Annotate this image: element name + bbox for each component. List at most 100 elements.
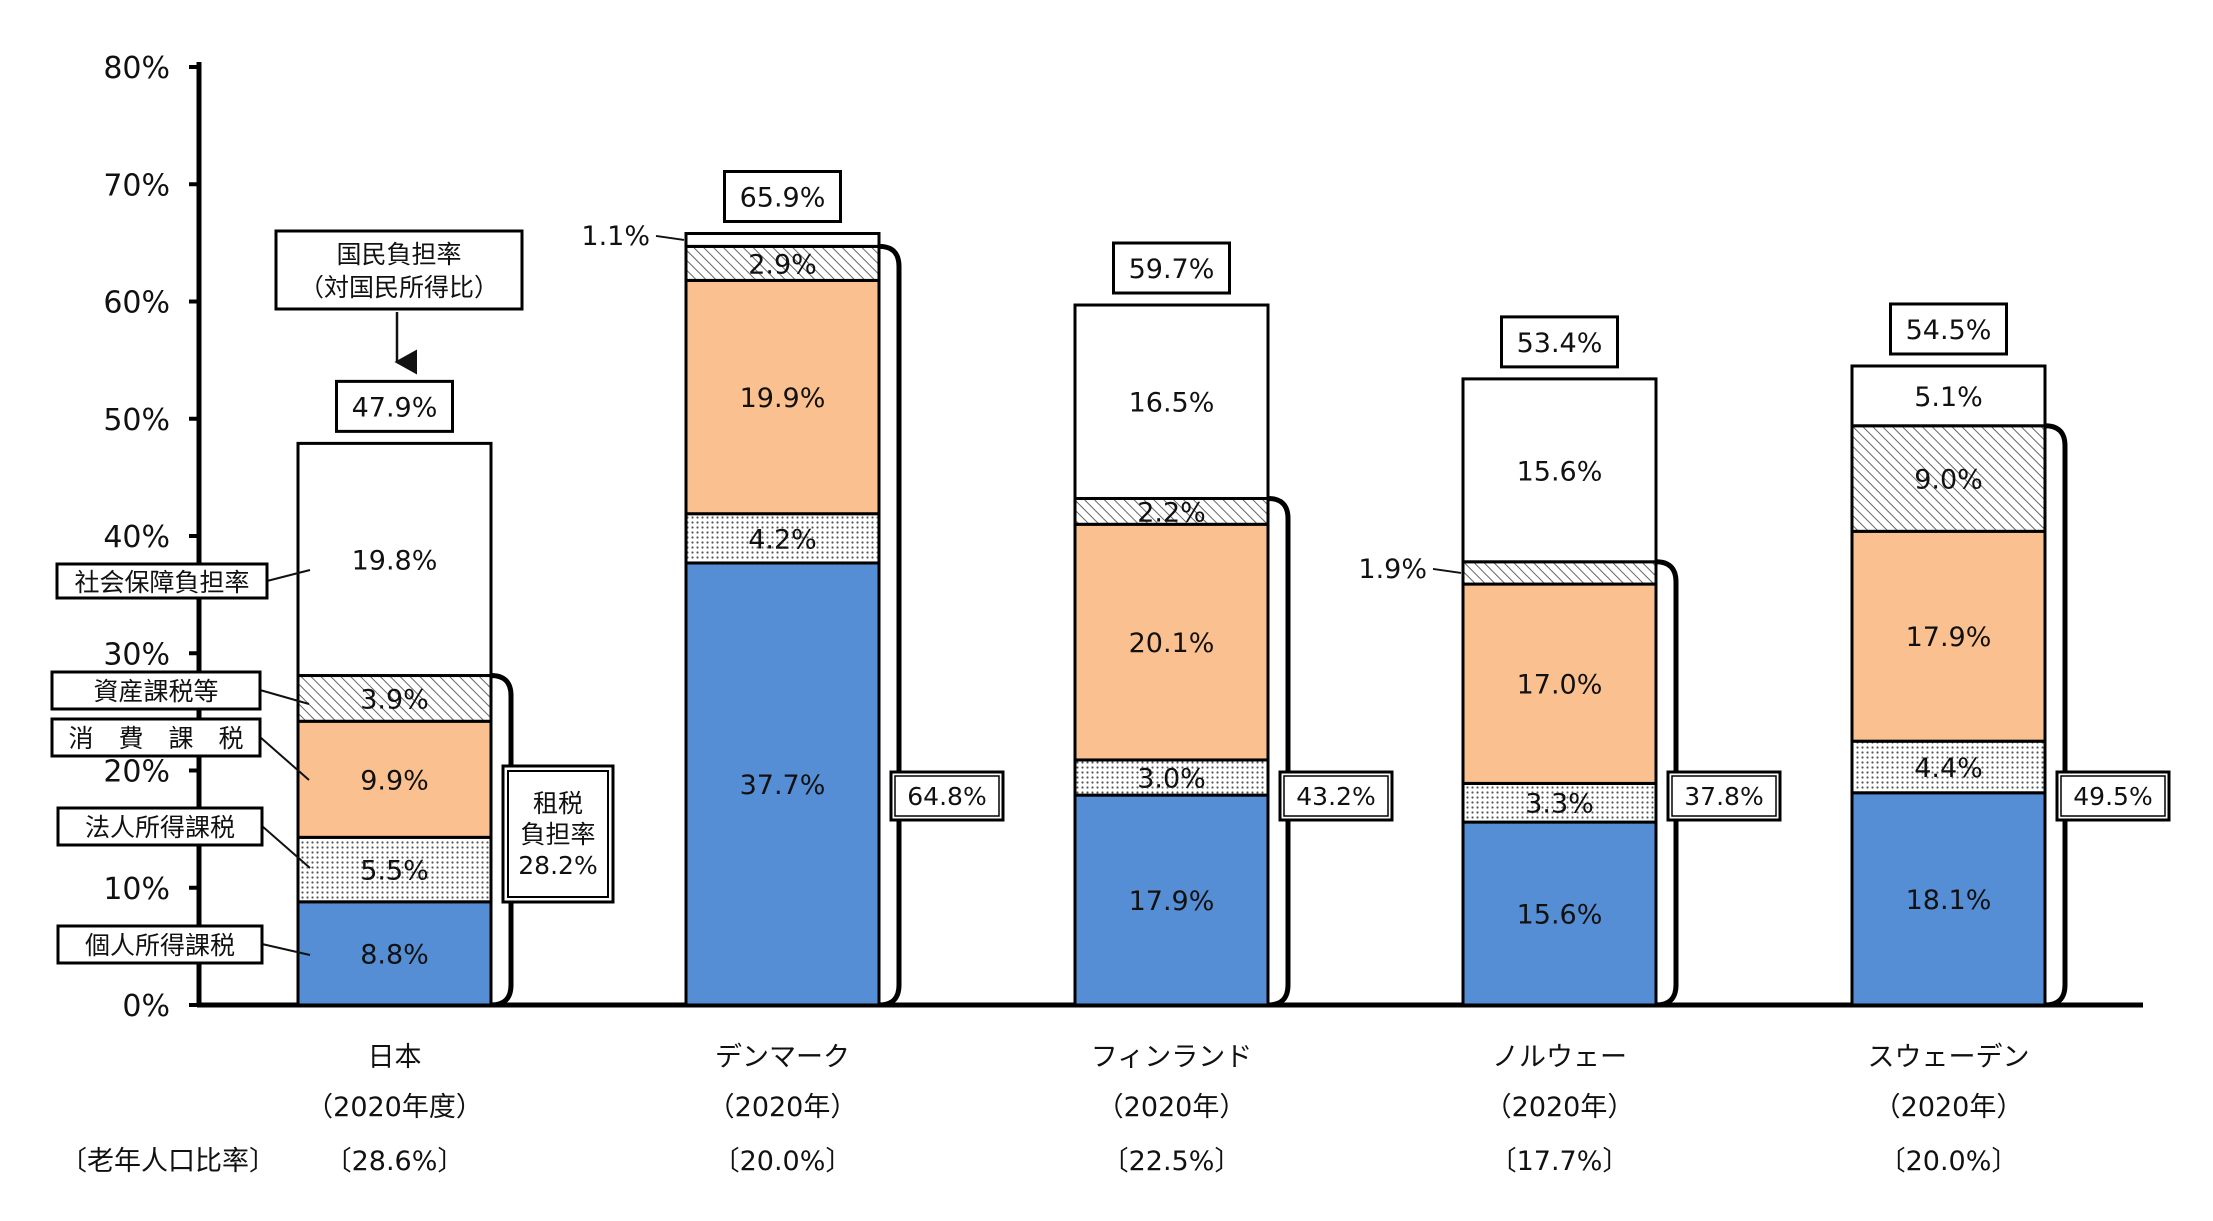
category-year: （2020年）	[1874, 1092, 2024, 1123]
total-label: 54.5%	[1906, 315, 1992, 346]
tax-burden-box	[1278, 770, 1394, 822]
total-label: 65.9%	[740, 182, 826, 213]
y-tick-label: 50%	[103, 403, 170, 438]
segment-label: 8.8%	[360, 939, 429, 970]
bar-segment	[296, 719, 493, 839]
total-box	[723, 169, 842, 223]
total-callout: 国民負担率 （対国民所得比）	[274, 229, 524, 375]
segment-label: 4.2%	[748, 524, 817, 555]
elderly-ratio: 〔22.5%〕	[1102, 1146, 1242, 1177]
legend-label: 消 費 課 税	[68, 724, 243, 753]
bar-segment	[1073, 496, 1270, 526]
total-box	[1112, 241, 1231, 295]
total-box	[335, 379, 454, 433]
segment-label: 9.0%	[1914, 465, 1983, 496]
y-tick-label: 40%	[103, 520, 170, 555]
legend-label: 資産課税等	[93, 677, 218, 706]
segment-leader	[655, 234, 685, 241]
segment-label: 3.3%	[1525, 789, 1594, 820]
tax-burden-label: 64.8%	[907, 782, 986, 811]
segment-label: 20.1%	[1129, 628, 1215, 659]
category-label: スウェーデン	[1868, 1042, 2030, 1073]
segment-label: 5.5%	[360, 856, 429, 887]
bar-segment	[296, 835, 493, 904]
total-box	[1500, 315, 1619, 369]
segment-label: 17.9%	[1129, 886, 1215, 917]
legend-label: 法人所得課税	[85, 813, 235, 842]
segment-label: 19.8%	[352, 545, 438, 576]
y-tick-label: 60%	[103, 286, 170, 321]
y-tick-label: 0%	[122, 989, 170, 1024]
category-label: フィンランド	[1091, 1042, 1252, 1073]
tax-burden-box	[889, 770, 1005, 822]
elderly-ratio-label: 〔老年人口比率〕	[60, 1146, 276, 1177]
tax-burden-label: 37.8%	[1684, 782, 1763, 811]
elderly-ratio: 〔20.0%〕	[1879, 1146, 2019, 1177]
bar-segment	[1850, 364, 2047, 428]
segment-label: 1.9%	[1358, 554, 1427, 585]
category-year: （2020年度）	[306, 1092, 483, 1123]
tax-burden-label: 28.2%	[518, 851, 597, 880]
bars: 8.8%5.5%9.9%3.9%19.8%47.9%租税負担率28.2%37.7…	[296, 169, 2171, 1008]
bar-segment	[1461, 820, 1658, 1007]
total-label: 47.9%	[352, 392, 438, 423]
tax-burden-label: 49.5%	[2073, 782, 2152, 811]
segment-label: 3.0%	[1137, 764, 1206, 795]
bar-group: 37.7% 4.2% 19.9% 2.9% 1.1% 65.9% 64.8%	[581, 169, 1005, 1008]
legend-corporate-tax	[56, 806, 264, 847]
tax-burden-label: 43.2%	[1296, 782, 1375, 811]
total-callout-line1: 国民負担率	[336, 240, 461, 269]
segment-label: 37.7%	[740, 770, 826, 801]
bar-segment	[1073, 303, 1270, 500]
segment-label: 17.9%	[1906, 622, 1992, 653]
legend-social-security	[55, 562, 269, 600]
bar-segment	[1850, 791, 2047, 1007]
segment-leader	[1432, 567, 1462, 574]
segment-label: 15.6%	[1517, 456, 1603, 487]
bar-segment	[1461, 560, 1658, 586]
bar-segment	[296, 674, 493, 723]
tax-burden-box	[501, 764, 615, 904]
category-year: （2020年）	[1097, 1092, 1247, 1123]
bar-group: 17.9% 3.0% 20.1% 2.2% 16.5% 59.7% 43.2%	[1073, 241, 1394, 1008]
segment-label: 4.4%	[1914, 753, 1983, 784]
tax-burden-title: 負担率	[520, 820, 595, 849]
legend-label: 社会保障負担率	[74, 568, 249, 597]
segment-label: 18.1%	[1906, 885, 1992, 916]
total-box	[1889, 302, 2008, 356]
elderly-ratio: 〔20.0%〕	[713, 1146, 853, 1177]
tax-brace	[2044, 423, 2068, 1008]
bar-segment	[1461, 377, 1658, 564]
bar-group: 15.6% 3.3% 17.0% 1.9% 15.6% 53.4% 37.8%	[1358, 315, 1782, 1008]
total-label: 59.7%	[1129, 254, 1215, 285]
segment-label: 9.9%	[360, 765, 429, 796]
segment-label: 17.0%	[1517, 670, 1603, 701]
total-callout-line2: （対国民所得比）	[299, 273, 499, 302]
category-label: 日本	[368, 1042, 422, 1073]
y-tick-label: 80%	[103, 51, 170, 86]
legend-personal-income-tax	[56, 924, 264, 965]
segment-label: 16.5%	[1129, 388, 1215, 419]
bar-segment	[1461, 582, 1658, 785]
tax-burden-box	[2055, 770, 2171, 822]
category-label: ノルウェー	[1492, 1042, 1627, 1073]
y-tick-label: 70%	[103, 168, 170, 203]
bar-segment	[1073, 793, 1270, 1007]
bar-segment	[684, 512, 881, 565]
category-year: （2020年）	[708, 1092, 858, 1123]
legend-label: 個人所得課税	[85, 931, 235, 960]
bar-group: 18.1% 4.4% 17.9% 9.0% 5.1% 54.5% 49.5%	[1850, 302, 2171, 1008]
legend-callouts: 社会保障負担率 資産課税等 消 費 課 税 法人所得課税 個人所得課税	[50, 562, 311, 965]
legend-consumption-tax	[50, 717, 262, 758]
category-year: （2020年）	[1485, 1092, 1635, 1123]
tax-brace	[1267, 495, 1291, 1008]
total-label: 53.4%	[1517, 328, 1603, 359]
bar-segment	[684, 231, 881, 248]
elderly-ratio: 〔28.6%〕	[325, 1146, 465, 1177]
segment-label: 15.6%	[1517, 900, 1603, 931]
segment-label: 19.9%	[740, 383, 826, 414]
segment-label: 1.1%	[581, 221, 650, 252]
total-callout-box	[274, 229, 524, 311]
